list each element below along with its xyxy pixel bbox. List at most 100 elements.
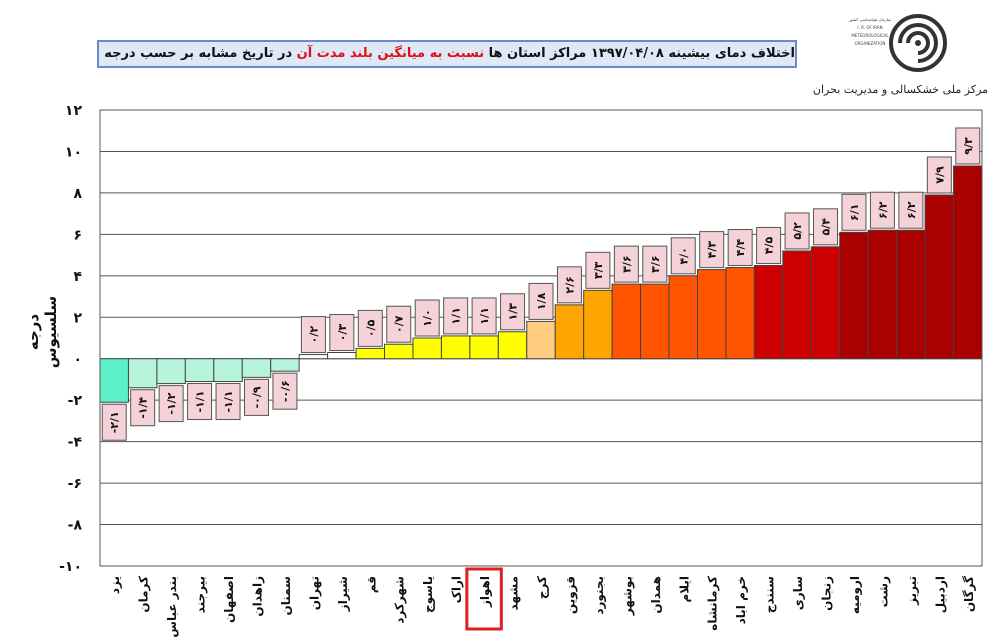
bar-12	[412, 337, 442, 360]
value-label-box	[300, 316, 326, 354]
value-label: ۳/۶	[649, 255, 662, 272]
category-label: همدان	[649, 576, 663, 614]
y-tick-labels: -۱۰ -۸ -۶ -۴ -۲ ۰ ۲ ۴ ۶ ۸ ۱۰ ۱۲	[59, 103, 82, 575]
category-label: زاهدان	[250, 576, 264, 617]
value-label: ۲/۶	[563, 276, 576, 293]
value-label: -۰/۹	[250, 386, 263, 408]
bar-5	[213, 358, 243, 383]
value-label: ۱/۰	[421, 309, 434, 326]
category-label: اردبیل	[933, 576, 947, 613]
y-tick-label: ۸	[73, 186, 82, 202]
bar-15	[497, 331, 528, 360]
bar-20	[640, 283, 670, 360]
value-label-box	[414, 299, 440, 337]
value-label: ۰/۵	[364, 319, 377, 337]
y-tick-label: ۰	[73, 352, 82, 368]
logo-text-line-4: ORGANIZATION	[855, 41, 886, 46]
value-label: ۶/۱	[848, 204, 861, 221]
value-label: -۱/۴	[137, 396, 150, 418]
value-label-box	[955, 127, 981, 165]
bar-10	[355, 347, 386, 360]
value-label-box	[926, 156, 952, 194]
plot-frame	[99, 109, 983, 567]
bar-11	[384, 343, 414, 360]
y-tick-label: -۴	[68, 435, 83, 451]
bar-17	[554, 304, 585, 360]
bar-8	[298, 354, 329, 360]
value-label-box	[613, 245, 639, 283]
axes	[99, 109, 983, 567]
value-label-box	[813, 208, 839, 246]
category-label: یزد	[108, 576, 122, 594]
value-label: ۱/۸	[535, 292, 548, 310]
y-tick-label: -۱۰	[59, 559, 82, 575]
category-label: ایلام	[677, 576, 692, 603]
bar-16	[526, 320, 556, 360]
value-label-box	[386, 305, 412, 343]
value-label: ۴/۴	[734, 239, 747, 257]
value-label: -۱/۲	[165, 392, 178, 414]
category-label: بیرجند	[194, 576, 208, 613]
y-tick-label: ۴	[73, 269, 82, 285]
value-label-box	[841, 193, 867, 231]
y-tick-label: ۱۰	[65, 144, 82, 160]
value-label-box	[329, 314, 355, 352]
value-label: ۶/۲	[876, 201, 889, 219]
value-label-box	[756, 226, 782, 264]
value-label-box	[187, 383, 213, 421]
category-label: کرمان	[137, 576, 151, 613]
category-labels: یزد کرمان بندر عباس بیرجند اصفهان زاهدان سمنان…	[108, 567, 976, 638]
value-label-box	[215, 383, 241, 421]
value-label-box	[130, 389, 156, 427]
value-label-box	[699, 231, 725, 269]
category-label: تبریز	[905, 576, 919, 606]
value-label: ۳/۶	[620, 255, 633, 272]
chart-title-highlight: نسبت به میانگین بلند مدت آن	[296, 46, 485, 61]
bar-26	[810, 246, 841, 360]
organization-logo-area: سازمان هواشناسی کشور I. R. OF IRAN METEO…	[808, 8, 993, 98]
y-tick-label: ۱۲	[65, 103, 83, 119]
category-label: بجنورد	[592, 576, 607, 615]
bar-6	[241, 358, 272, 378]
value-label-box	[670, 237, 696, 275]
bar-21	[668, 275, 698, 360]
bar-23	[725, 267, 755, 360]
category-label: ساری	[791, 576, 805, 610]
value-label-box	[727, 229, 753, 267]
value-label: ۴/۰	[677, 247, 690, 264]
value-label-box	[898, 191, 924, 229]
bars	[99, 165, 983, 403]
bar-9	[327, 352, 357, 360]
category-label: شیراز	[336, 576, 350, 612]
category-label: قزوین	[563, 576, 578, 614]
category-label: سمنان	[279, 576, 293, 616]
value-label: ۵/۲	[791, 222, 804, 240]
value-label: ۱/۳	[507, 303, 520, 321]
value-label: ۱/۱	[450, 307, 463, 324]
value-label-box	[158, 385, 184, 423]
category-label: بندر عباس	[165, 576, 179, 638]
bar-24	[753, 264, 784, 360]
value-label: ۹/۳	[962, 137, 975, 155]
value-label-box	[443, 297, 469, 335]
category-label: سنندج	[763, 576, 777, 613]
chart-title: اختلاف دمای بیشینه ۱۳۹۷/۰۴/۰۸ مراکز استا…	[97, 40, 797, 68]
category-label: اراک	[450, 576, 464, 603]
value-label-box	[101, 403, 127, 441]
value-label: ۰/۲	[307, 326, 320, 344]
bar-7	[270, 358, 300, 372]
category-label: اهواز	[478, 576, 493, 608]
category-label: کرج	[535, 576, 549, 599]
value-label: ۶/۲	[905, 201, 918, 219]
value-label: -۲/۱	[108, 411, 121, 433]
bar-22	[696, 269, 727, 360]
value-label-box	[642, 245, 668, 283]
category-label: زنجان	[820, 576, 834, 611]
value-label-box	[528, 282, 554, 320]
value-label: ۰/۷	[393, 315, 406, 333]
bar-31	[953, 165, 983, 360]
value-label-box	[869, 191, 895, 229]
value-labels: -۲/۱ -۱/۴ -۱/۲ -۱/۱ -۱/۱ -۰/۹ -۰/۶ ۰/۲ ۰/۳ ۰/۵ ۰/۷…	[101, 127, 981, 441]
organization-name: مرکز ملی خشکسالی و مدیریت بحران	[812, 83, 989, 96]
bar-1	[99, 358, 129, 403]
